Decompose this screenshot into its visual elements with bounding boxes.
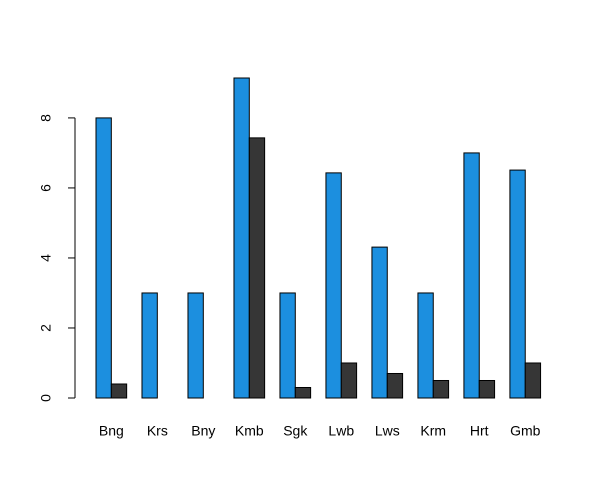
bar <box>110 383 128 399</box>
bar <box>141 292 158 399</box>
bar <box>340 362 358 399</box>
y-tick-label: 6 <box>38 184 54 192</box>
y-tick-label: 8 <box>38 114 54 122</box>
y-tick-label: 0 <box>38 394 54 402</box>
bar <box>187 292 204 399</box>
bar <box>478 379 496 399</box>
x-tick-label: Kmb <box>235 423 264 439</box>
bar <box>524 362 542 399</box>
x-tick-label: Bny <box>191 423 215 439</box>
x-tick-label: Gmb <box>510 423 541 439</box>
bar <box>325 172 342 399</box>
bar <box>463 152 480 399</box>
bar <box>248 137 266 399</box>
x-tick-label: Lwb <box>328 423 354 439</box>
y-tick-label: 2 <box>38 324 54 332</box>
x-tick-label: Hrt <box>470 423 489 439</box>
y-tick-label: 4 <box>38 254 54 262</box>
x-tick-label: Bng <box>99 423 124 439</box>
x-tick-label: Krs <box>147 423 168 439</box>
bar <box>371 246 388 399</box>
x-tick-label: Sgk <box>283 423 308 439</box>
x-tick-label: Krm <box>420 423 446 439</box>
bar <box>509 169 526 399</box>
bar <box>417 292 434 399</box>
bar <box>233 77 250 399</box>
bar <box>432 379 450 399</box>
bar <box>279 292 296 399</box>
bar <box>386 372 404 399</box>
bar <box>294 386 312 399</box>
x-tick-label: Lws <box>375 423 400 439</box>
bar <box>95 117 112 399</box>
